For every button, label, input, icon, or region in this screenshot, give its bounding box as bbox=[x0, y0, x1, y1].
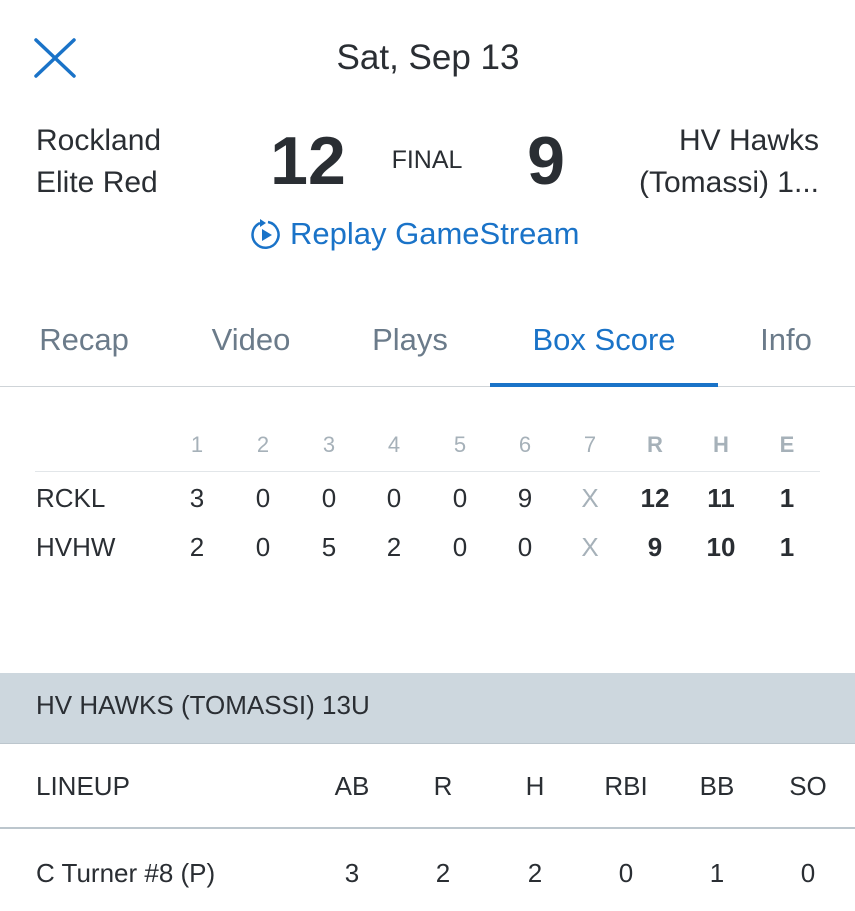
game-status: FINAL bbox=[391, 146, 463, 174]
tab-info[interactable]: Info bbox=[760, 322, 812, 357]
away-score: 12 bbox=[270, 123, 346, 199]
player-stat: 0 bbox=[800, 858, 816, 888]
player-stat: 0 bbox=[618, 858, 634, 888]
boxscore-header-lineup: LINEUP bbox=[36, 771, 130, 801]
linescore-cell: 0 bbox=[255, 483, 271, 513]
linescore-cell: 0 bbox=[452, 532, 468, 562]
home-team-line-1: HV Hawks bbox=[678, 124, 819, 157]
boxscore-header-so: SO bbox=[789, 771, 827, 801]
tab-recap[interactable]: Recap bbox=[39, 322, 129, 357]
player-stat: 2 bbox=[527, 858, 543, 888]
linescore-header-5: 5 bbox=[453, 432, 467, 457]
boxscore-header-rbi: RBI bbox=[604, 771, 648, 801]
linescore-header-1: 1 bbox=[190, 432, 204, 457]
linescore-cell: 9 bbox=[517, 483, 533, 513]
tab-plays[interactable]: Plays bbox=[372, 322, 448, 357]
linescore-team-abbr: HVHW bbox=[36, 532, 116, 562]
team-section-title: HV HAWKS (TOMASSI) 13U bbox=[36, 690, 370, 720]
linescore-header-e: E bbox=[779, 432, 795, 457]
linescore-cell: 1 bbox=[779, 532, 795, 562]
linescore-cell: X bbox=[581, 483, 599, 513]
linescore-cell: 2 bbox=[386, 532, 402, 562]
replay-label: Replay GameStream bbox=[290, 216, 580, 251]
linescore-header-7: 7 bbox=[583, 432, 597, 457]
linescore-header-3: 3 bbox=[322, 432, 336, 457]
linescore-header-6: 6 bbox=[518, 432, 532, 457]
player-name[interactable]: C Turner #8 (P) bbox=[36, 858, 216, 888]
away-team-line-2: Elite Red bbox=[36, 166, 158, 199]
home-score: 9 bbox=[527, 123, 565, 199]
home-team-line-2: (Tomassi) 1... bbox=[638, 166, 819, 199]
linescore-cell: 0 bbox=[386, 483, 402, 513]
team-section-header bbox=[0, 673, 855, 744]
boxscore-header-ab: AB bbox=[334, 771, 370, 801]
game-date: Sat, Sep 13 bbox=[336, 38, 520, 77]
linescore-cell: 12 bbox=[640, 483, 670, 513]
boxscore-header-divider bbox=[0, 827, 855, 829]
linescore-team-abbr: RCKL bbox=[36, 483, 106, 513]
active-tab-indicator bbox=[490, 383, 718, 387]
linescore-cell: 0 bbox=[517, 532, 533, 562]
tab-divider bbox=[0, 386, 855, 387]
linescore-cell: 9 bbox=[647, 532, 663, 562]
linescore-cell: X bbox=[581, 532, 599, 562]
linescore-cell: 0 bbox=[255, 532, 271, 562]
linescore-cell: 10 bbox=[706, 532, 736, 562]
home-team-name: HV Hawks (Tomassi) 1... bbox=[639, 120, 819, 204]
close-button[interactable] bbox=[34, 38, 76, 78]
tab-video[interactable]: Video bbox=[211, 322, 291, 357]
linescore-header-2: 2 bbox=[256, 432, 270, 457]
close-x-icon bbox=[34, 38, 76, 78]
linescore-cell: 5 bbox=[321, 532, 337, 562]
replay-gamestream-link[interactable]: Replay GameStream bbox=[250, 216, 579, 252]
linescore-cell: 3 bbox=[189, 483, 205, 513]
linescore-cell: 2 bbox=[189, 532, 205, 562]
away-team-line-1: Rockland bbox=[36, 124, 162, 157]
linescore-cell: 0 bbox=[452, 483, 468, 513]
linescore-cell: 0 bbox=[321, 483, 337, 513]
linescore-header-h: H bbox=[713, 432, 729, 457]
replay-play-icon bbox=[251, 219, 280, 250]
tab-box-score[interactable]: Box Score bbox=[532, 322, 676, 357]
player-stat: 1 bbox=[709, 858, 725, 888]
linescore-header-r: R bbox=[647, 432, 663, 457]
linescore-divider bbox=[35, 471, 820, 472]
linescore-header-4: 4 bbox=[387, 432, 401, 457]
boxscore-header-h: H bbox=[525, 771, 545, 801]
player-stat: 3 bbox=[344, 858, 360, 888]
player-stat: 2 bbox=[435, 858, 451, 888]
away-team-name: Rockland Elite Red bbox=[36, 120, 161, 204]
boxscore-header-r: R bbox=[433, 771, 453, 801]
linescore-cell: 11 bbox=[707, 483, 735, 513]
linescore-cell: 1 bbox=[779, 483, 795, 513]
boxscore-header-bb: BB bbox=[699, 771, 735, 801]
